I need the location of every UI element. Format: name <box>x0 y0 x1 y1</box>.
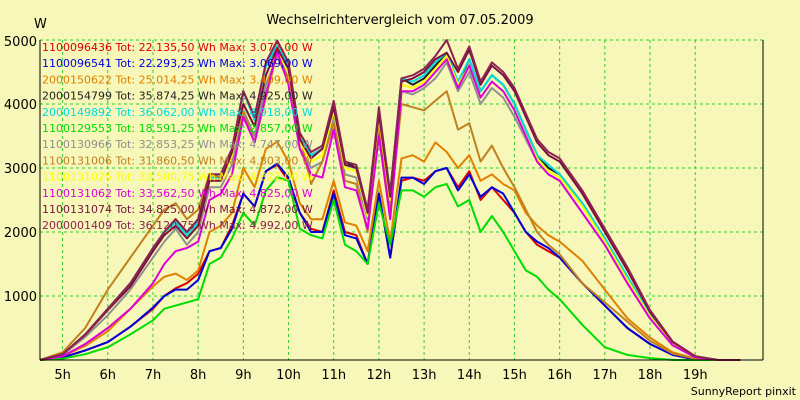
x-tick-label: 19h <box>683 368 708 383</box>
y-tick-label: 3000 <box>4 162 37 177</box>
chart-footer: SunnyReport pinxit <box>691 385 797 398</box>
legend-entry-2000149892: 2000149892 Tot: 36.062,00 Wh Max: 4.918,… <box>42 106 313 119</box>
legend-entry-1100130966: 1100130966 Tot: 32.853,25 Wh Max: 4.747,… <box>42 138 313 151</box>
x-tick-label: 14h <box>457 368 482 383</box>
series-line-1100129553 <box>39 176 741 361</box>
y-tick-label: 4000 <box>4 98 37 113</box>
legend-entry-1100096436: 1100096436 Tot: 22.135,50 Wh Max: 3.072,… <box>42 41 313 54</box>
legend-entry-1100131006: 1100131006 Tot: 31.860,50 Wh Max: 4.803,… <box>42 154 313 167</box>
x-tick-label: 12h <box>367 368 392 383</box>
grid-layer <box>40 39 763 360</box>
y-tick-label: 5000 <box>4 35 37 50</box>
x-tick-label: 7h <box>145 368 162 383</box>
legend-entry-1100131062: 1100131062 Tot: 33.562,50 Wh Max: 4.825,… <box>42 187 313 200</box>
legend-entry-2000154799: 2000154799 Tot: 35.874,25 Wh Max: 4.925,… <box>42 90 313 103</box>
series-line-1100131062 <box>39 50 741 361</box>
x-tick-label: 15h <box>502 368 527 383</box>
legend-entry-2000150622: 2000150622 Tot: 25.014,25 Wh Max: 3.409,… <box>42 73 313 86</box>
chart-title: Wechselrichtervergleich vom 07.05.2009 <box>266 13 533 28</box>
series-line-2000150622 <box>39 140 741 361</box>
legend-entry-1100131025: 1100131025 Tot: 33.580,75 Wh Max: 4.822,… <box>42 171 313 184</box>
series-line-2000001409 <box>39 39 741 361</box>
series-layer <box>39 39 741 361</box>
x-tick-label: 13h <box>412 368 437 383</box>
x-tick-label: 18h <box>638 368 663 383</box>
x-tick-label: 11h <box>321 368 346 383</box>
x-tick-label: 6h <box>100 368 117 383</box>
axis-layer: 1000 2000 3000 4000 5000 5h 6h 7h 8h 9h 10h 11h 12h 1… <box>4 35 764 383</box>
legend: 1100096436 Tot: 22.135,50 Wh Max: 3.072,… <box>42 41 313 232</box>
x-tick-label: 5h <box>54 368 71 383</box>
legend-entry-1100129553: 1100129553 Tot: 18.591,25 Wh Max: 2.857,… <box>42 122 313 135</box>
legend-entry-1100096541: 1100096541 Tot: 22.293,25 Wh Max: 3.069,… <box>42 57 313 70</box>
y-tick-label: 1000 <box>4 290 37 305</box>
x-tick-label: 8h <box>190 368 207 383</box>
legend-entry-1100131074: 1100131074 Tot: 34.825,00 Wh Max: 4.872,… <box>42 203 313 216</box>
x-tick-label: 17h <box>592 368 617 383</box>
legend-entry-2000001409: 2000001409 Tot: 36.120,75 Wh Max: 4.992,… <box>42 219 313 232</box>
x-tick-label: 16h <box>547 368 572 383</box>
y-tick-label: 2000 <box>4 226 37 241</box>
x-tick-label: 10h <box>276 368 301 383</box>
y-axis-unit: W <box>34 17 47 32</box>
x-tick-label: 9h <box>235 368 252 383</box>
